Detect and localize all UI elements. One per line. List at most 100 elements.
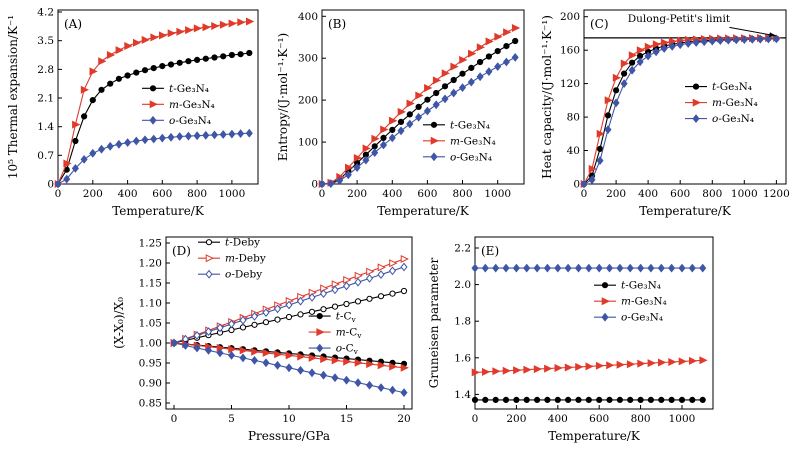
x-axis: 0 200 400 600 800 1000 Temperature/K: [472, 405, 695, 443]
svg-text:1200: 1200: [763, 188, 790, 200]
plot-frame: [57, 9, 259, 185]
svg-text:200: 200: [83, 188, 103, 200]
svg-text:2.8: 2.8: [37, 64, 54, 76]
svg-text:200: 200: [347, 188, 367, 200]
svg-text:0.95: 0.95: [139, 358, 162, 370]
svg-text:o-Deby: o-Deby: [225, 269, 262, 281]
svg-text:t-Cv: t-Cv: [336, 311, 357, 325]
svg-text:15: 15: [340, 413, 353, 425]
svg-text:400: 400: [382, 188, 402, 200]
svg-text:10: 10: [282, 413, 295, 425]
series-o-ge3n4: [318, 53, 519, 189]
svg-text:0.85: 0.85: [139, 398, 162, 410]
series-m-ge3n4: [580, 33, 782, 188]
x-axis: 0 200 400 600 800 1000 1200 Temperature/K: [581, 180, 790, 218]
svg-text:2.0: 2.0: [454, 279, 471, 291]
series-o-cv: [170, 338, 408, 397]
svg-text:0: 0: [319, 188, 326, 200]
svg-text:t-Ge₃N₄: t-Ge₃N₄: [169, 83, 209, 95]
dulong-petit-label: Dulong-Petit's limit: [628, 13, 731, 25]
svg-text:t-Deby: t-Deby: [225, 237, 260, 249]
y-axis-label: Heat capacity/(J·mol⁻¹·K⁻¹): [540, 15, 554, 179]
svg-text:800: 800: [702, 188, 722, 200]
svg-text:2.1: 2.1: [37, 93, 54, 105]
svg-text:t-Ge₃N₄: t-Ge₃N₄: [450, 119, 490, 131]
svg-text:m-Ge₃N₄: m-Ge₃N₄: [712, 97, 758, 109]
svg-text:200: 200: [506, 413, 526, 425]
y-axis-label: 10⁵ Thermal expansion/K⁻¹: [6, 15, 20, 179]
series-t-deby: [170, 287, 408, 347]
panel-tag: (C): [590, 17, 609, 31]
series-m-ge3n4: [54, 17, 255, 188]
x-axis-label: Temperature/K: [639, 204, 732, 218]
svg-text:200: 200: [298, 95, 318, 107]
svg-text:1.4: 1.4: [37, 121, 54, 133]
svg-text:m-Cv: m-Cv: [336, 327, 363, 341]
y-axis: 0.85 0.90 0.95 1.00 1.05 1.10 1.15 1.20 1.25 (X-X…: [112, 238, 170, 410]
svg-text:o-Ge₃N₄: o-Ge₃N₄: [169, 115, 211, 127]
svg-text:0: 0: [472, 413, 479, 425]
y-axis: 0 40 80 120 160 200 Heat capacity/(J·mol⁻¹·K⁻¹…: [540, 11, 588, 191]
svg-text:0: 0: [581, 188, 588, 200]
x-axis: 0 200 400 600 800 1000 Temperature/K: [55, 180, 246, 218]
panel-d: 0 5 10 15 20 Pressure/GPa 0.85 0.90 0.95 1.00 1.05…: [110, 227, 422, 449]
x-axis-label: Temperature/K: [377, 204, 470, 218]
svg-text:1000: 1000: [484, 188, 511, 200]
svg-text:0: 0: [47, 179, 54, 191]
series-t-ge3n4: [54, 49, 253, 188]
panel-b: 0 200 400 600 800 1000 Temperature/K 0 100 200 300…: [274, 2, 536, 224]
svg-text:t-Ge₃N₄: t-Ge₃N₄: [712, 81, 752, 93]
legend: t-Ge₃N₄ m-Ge₃N₄ o-Ge₃N₄: [423, 119, 496, 163]
svg-text:0: 0: [573, 179, 580, 191]
svg-text:120: 120: [560, 78, 580, 90]
svg-text:200: 200: [560, 11, 580, 23]
svg-text:1.05: 1.05: [139, 318, 162, 330]
x-axis: 0 200 400 600 800 1000 Temperature/K: [319, 180, 511, 218]
svg-text:o-Ge₃N₄: o-Ge₃N₄: [712, 113, 754, 125]
panel-tag: (B): [328, 17, 346, 31]
series-m-ge3n4: [471, 356, 708, 377]
svg-text:1.4: 1.4: [454, 389, 471, 401]
svg-text:800: 800: [452, 188, 472, 200]
svg-text:1000: 1000: [731, 188, 758, 200]
svg-text:100: 100: [298, 137, 318, 149]
legend: t-Ge₃N₄ m-Ge₃N₄ o-Ge₃N₄: [685, 81, 758, 125]
svg-text:300: 300: [298, 53, 318, 65]
plot-frame: [474, 236, 714, 410]
svg-text:600: 600: [417, 188, 437, 200]
svg-text:0.90: 0.90: [139, 378, 162, 390]
panel-tag: (E): [481, 244, 499, 258]
plot-frame: [583, 9, 787, 185]
plot-frame: [321, 9, 525, 185]
svg-text:5: 5: [228, 413, 235, 425]
series-o-ge3n4: [54, 128, 253, 189]
x-axis-label: Temperature/K: [112, 204, 205, 218]
svg-text:m-Ge₃N₄: m-Ge₃N₄: [169, 99, 215, 111]
y-axis-label: Entropy/(J·mol⁻¹·K⁻¹): [276, 33, 290, 161]
svg-text:0: 0: [311, 179, 318, 191]
panel-tag: (A): [64, 17, 82, 31]
svg-text:o-Ge₃N₄: o-Ge₃N₄: [450, 151, 492, 163]
svg-text:400: 400: [638, 188, 658, 200]
y-axis: 1.4 1.6 1.8 2.0 2.2 Gruneisen parameter: [427, 243, 479, 401]
svg-text:800: 800: [187, 188, 207, 200]
panel-a: 0 200 400 600 800 1000 Temperature/K 0 0.7 1.4 2.1…: [4, 2, 270, 224]
x-axis-label: Pressure/GPa: [248, 429, 330, 443]
panel-c: 0 200 400 600 800 1000 1200 Temperature/K 0 40 80 1…: [538, 2, 798, 224]
svg-text:160: 160: [560, 45, 580, 57]
legend: t-Deby m-Deby o-Deby: [198, 237, 266, 281]
series-o-ge3n4: [471, 263, 707, 273]
svg-text:40: 40: [567, 145, 580, 157]
svg-text:1000: 1000: [219, 188, 246, 200]
y-axis-label: Gruneisen parameter: [427, 258, 441, 389]
x-axis: 0 5 10 15 20 Pressure/GPa: [171, 405, 411, 443]
svg-text:400: 400: [118, 188, 138, 200]
dulong-petit-arrow: [729, 26, 776, 37]
x-axis-label: Temperature/K: [548, 429, 641, 443]
svg-text:1.20: 1.20: [139, 258, 162, 270]
svg-text:1.25: 1.25: [139, 238, 162, 250]
svg-text:t-Ge₃N₄: t-Ge₃N₄: [621, 280, 661, 292]
svg-text:m-Ge₃N₄: m-Ge₃N₄: [621, 296, 667, 308]
svg-text:0: 0: [55, 188, 62, 200]
series-o-ge3n4: [580, 34, 780, 189]
